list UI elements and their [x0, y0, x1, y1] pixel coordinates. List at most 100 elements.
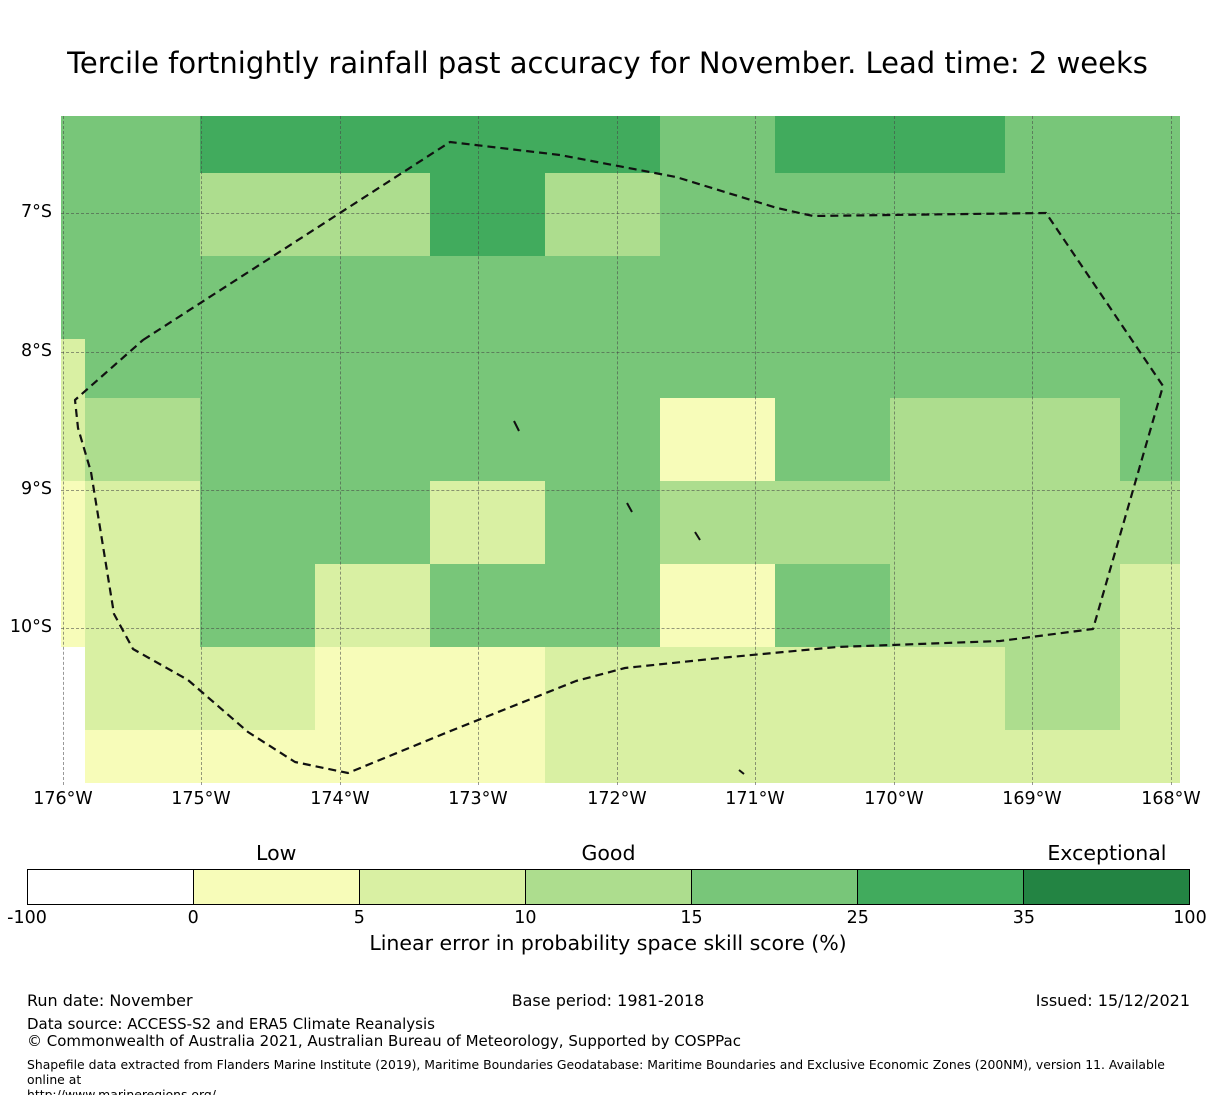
map-cell [200, 116, 315, 173]
map-cell [85, 173, 200, 256]
map-cell [775, 564, 890, 647]
map-cell [430, 173, 545, 256]
map-cell [315, 564, 430, 647]
map-cell [315, 339, 430, 398]
x-tick-label: 176°W [33, 789, 93, 809]
x-tick-label: 171°W [725, 789, 785, 809]
island-mark [738, 769, 745, 775]
map-cell [775, 116, 890, 173]
map-cell [430, 339, 545, 398]
gridline-vertical [1032, 116, 1033, 785]
map-cell [890, 256, 1005, 339]
map-cell [775, 339, 890, 398]
map-cell [890, 481, 1005, 564]
x-tick-label: 168°W [1141, 789, 1201, 809]
shapefile-url: http://www.marineregions.org/. [27, 1087, 220, 1095]
colorbar-tick-label: -100 [7, 908, 47, 928]
map-cell [200, 730, 315, 783]
y-tick-label: 10°S [9, 617, 52, 637]
x-tick-label: 172°W [587, 789, 647, 809]
map-cell [1005, 647, 1120, 730]
map-cell [1005, 339, 1120, 398]
gridline-vertical [1171, 116, 1172, 785]
colorbar-segment [526, 870, 692, 904]
colorbar-tick-label: 0 [187, 908, 199, 928]
map-cell [200, 256, 315, 339]
map-cell [545, 339, 660, 398]
colorbar-category-label: Exceptional [1047, 841, 1167, 865]
colorbar-category-label: Good [581, 841, 636, 865]
colorbar-axis-label: Linear error in probability space skill … [369, 931, 847, 955]
map-cell [315, 730, 430, 783]
map-cell [61, 730, 85, 783]
copyright-text: © Commonwealth of Australia 2021, Austra… [27, 1032, 741, 1050]
x-tick-label: 169°W [1002, 789, 1062, 809]
map-cell [1120, 339, 1180, 398]
map-cell [545, 647, 660, 730]
map-cell [430, 398, 545, 481]
gridline-horizontal [61, 628, 1180, 629]
colorbar-tick-label: 5 [353, 908, 365, 928]
y-tick-label: 8°S [21, 341, 52, 361]
map-cell [545, 564, 660, 647]
map-cell [1005, 256, 1120, 339]
map-cell [85, 647, 200, 730]
map-cell [890, 398, 1005, 481]
colorbar-tick-label: 35 [1012, 908, 1035, 928]
eez-boundary-path [73, 140, 1165, 775]
map-cell [1005, 730, 1120, 783]
map-cell [775, 647, 890, 730]
gridline-vertical [755, 116, 756, 785]
run-date-text: Run date: November [27, 991, 193, 1010]
gridline-vertical [201, 116, 202, 785]
map-cell [61, 481, 85, 564]
map-cell [430, 730, 545, 783]
colorbar-segment [194, 870, 360, 904]
map-cell [1005, 481, 1120, 564]
map-cell [890, 647, 1005, 730]
map-cell [430, 481, 545, 564]
map-cell [315, 481, 430, 564]
map-cell [545, 256, 660, 339]
gridline-vertical [894, 116, 895, 785]
map-cell [200, 647, 315, 730]
map-cell [1120, 564, 1180, 647]
colorbar-tick-label: 10 [514, 908, 537, 928]
skill-score-heatmap [61, 116, 1180, 785]
map-cell [890, 339, 1005, 398]
map-cell [61, 339, 85, 398]
map-cell [61, 564, 85, 647]
map-cell [1120, 730, 1180, 783]
issued-date-text: Issued: 15/12/2021 [1035, 991, 1190, 1010]
map-cell [430, 116, 545, 173]
colorbar-segment [360, 870, 526, 904]
colorbar-tick-label: 15 [680, 908, 703, 928]
map-cell [200, 564, 315, 647]
eez-boundary-layer [73, 140, 1165, 775]
map-cell [545, 173, 660, 256]
map-cell [430, 564, 545, 647]
map-cell [775, 256, 890, 339]
map-cell [1005, 398, 1120, 481]
map-cell [85, 339, 200, 398]
map-cell [315, 116, 430, 173]
map-cell [775, 730, 890, 783]
shapefile-attribution-text: Shapefile data extracted from Flanders M… [27, 1057, 1192, 1095]
map-cell [1120, 173, 1180, 256]
map-cell [1120, 647, 1180, 730]
x-tick-label: 173°W [448, 789, 508, 809]
shapefile-note: Shapefile data extracted from Flanders M… [27, 1057, 1165, 1087]
map-cell [315, 647, 430, 730]
map-cell [1120, 256, 1180, 339]
map-cell [545, 730, 660, 783]
gridline-vertical [63, 116, 64, 785]
x-tick-label: 174°W [310, 789, 370, 809]
gridline-horizontal [61, 213, 1180, 214]
map-cell [1005, 173, 1120, 256]
colorbar-segment [692, 870, 858, 904]
map-cell [85, 398, 200, 481]
island-mark [626, 502, 633, 513]
gridline-vertical [478, 116, 479, 785]
colorbar-segment [28, 870, 194, 904]
